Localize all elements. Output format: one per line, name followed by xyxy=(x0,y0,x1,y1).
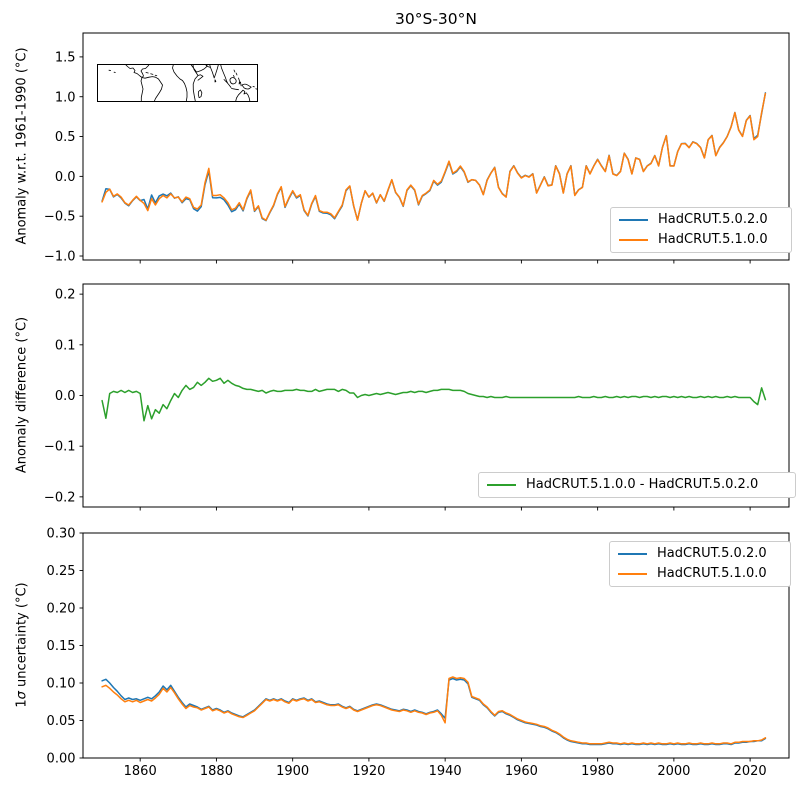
x-tick-label: 1940 xyxy=(429,764,462,779)
y-tick-label: 0.0 xyxy=(55,170,76,185)
map-inset-coastlines xyxy=(108,64,258,102)
y-tick-label: 0.00 xyxy=(47,752,76,767)
x-tick-label: 1920 xyxy=(352,764,385,779)
y-tick-label: 0.05 xyxy=(47,714,76,729)
legend-label: HadCRUT.5.1.0.0 - HadCRUT.5.0.2.0 xyxy=(526,477,759,492)
map-inset-border xyxy=(97,64,258,102)
y-tick-label: 0.5 xyxy=(55,130,76,145)
x-tick-label: 2020 xyxy=(734,764,767,779)
y-tick-label: 0.10 xyxy=(47,677,76,692)
y-tick-label: −0.2 xyxy=(44,490,76,505)
legend-entry-difference: HadCRUT.5.1.0.0 - HadCRUT.5.0.2.0 xyxy=(487,477,787,493)
middle-panel-legend: HadCRUT.5.1.0.0 - HadCRUT.5.0.2.0 xyxy=(478,472,796,498)
y-tick-label: −0.1 xyxy=(44,440,76,455)
legend-label: HadCRUT.5.0.2.0 xyxy=(657,546,767,561)
top-panel-frame xyxy=(82,32,790,261)
legend-entry-hadcrut502: HadCRUT.5.0.2.0 xyxy=(619,212,783,228)
legend-label: HadCRUT.5.0.2.0 xyxy=(658,212,768,227)
hadcrut-5-1-0-0-hadcrut-5-0-2-0-line xyxy=(101,377,767,422)
top-panel-legend: HadCRUT.5.0.2.0 HadCRUT.5.1.0.0 xyxy=(610,207,792,253)
figure-title: 30°S-30°N xyxy=(395,10,477,28)
y-tick-label: 0.0 xyxy=(55,389,76,404)
legend-label: HadCRUT.5.1.0.0 xyxy=(657,566,767,581)
top-panel-axes: 1.5 1.0 0.5 0.0 −0.5 −1.0 xyxy=(44,32,790,265)
middle-panel-axes: 0.2 0.1 0.0 −0.1 −0.2 xyxy=(44,283,790,511)
hadcrut502-line-sample xyxy=(619,219,648,221)
tropics-map-inset xyxy=(97,64,258,102)
y-tick-label: 0.2 xyxy=(55,288,76,303)
hadcrut502-line-sample xyxy=(618,553,647,555)
hadcrut-5-1-0-0-line xyxy=(101,92,767,221)
y-tick-label: −1.0 xyxy=(44,250,76,265)
y-tick-label: 1.5 xyxy=(55,50,76,65)
legend-entry-hadcrut502: HadCRUT.5.0.2.0 xyxy=(618,546,782,562)
bottom-panel-axes: 0.30 0.25 0.20 0.15 0.10 0.05 0.00 1860 1880 1900… xyxy=(47,527,790,779)
x-tick-label: 1980 xyxy=(581,764,614,779)
y-tick-label: 0.15 xyxy=(47,639,76,654)
y-tick-label: 1.0 xyxy=(55,90,76,105)
hadcrut510-line-sample xyxy=(619,239,648,241)
x-tick-label: 1860 xyxy=(124,764,157,779)
x-tick-label: 2000 xyxy=(657,764,690,779)
x-tick-label: 1960 xyxy=(505,764,538,779)
legend-entry-hadcrut510: HadCRUT.5.1.0.0 xyxy=(618,566,782,582)
hadcrut-5-1-0-0-line xyxy=(101,676,767,745)
y-tick-label: 0.20 xyxy=(47,602,76,617)
y-tick-label: −0.5 xyxy=(44,210,76,225)
x-tick-label: 1900 xyxy=(276,764,309,779)
legend-entry-hadcrut510: HadCRUT.5.1.0.0 xyxy=(619,232,783,248)
difference-line-sample xyxy=(487,484,516,486)
hadcrut510-line-sample xyxy=(618,573,647,575)
bottom-panel-legend: HadCRUT.5.0.2.0 HadCRUT.5.1.0.0 xyxy=(609,541,791,587)
x-tick-label: 1880 xyxy=(200,764,233,779)
y-tick-label: 0.1 xyxy=(55,338,76,353)
legend-label: HadCRUT.5.1.0.0 xyxy=(658,232,768,247)
y-tick-label: 0.30 xyxy=(47,527,76,542)
y-tick-label: 0.25 xyxy=(47,564,76,579)
